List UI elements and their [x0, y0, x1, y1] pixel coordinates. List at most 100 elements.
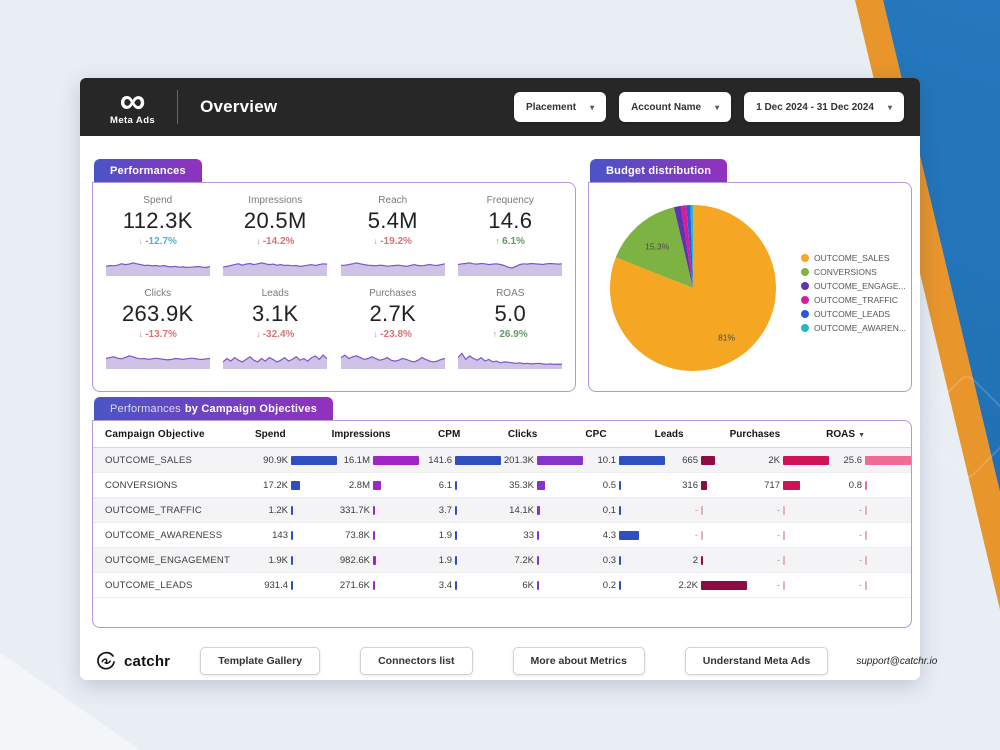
cell-value: 0.2 — [602, 579, 616, 591]
kpi-card-roas: ROAS 5.0 ↑ 26.9% — [454, 288, 568, 369]
kpi-card-spend: Spend 112.3K ↓ -12.7% — [101, 195, 215, 276]
cell-value: 0.8 — [848, 479, 862, 491]
kpi-sparkline — [340, 354, 445, 369]
kpi-card-leads: Leads 3.1K ↓ -32.4% — [219, 288, 333, 369]
cell-value: 1.9K — [268, 554, 288, 566]
column-header-clicks[interactable]: Clicks — [508, 429, 583, 440]
kpi-delta: ↓ -19.2% — [336, 236, 450, 247]
cell-bar — [701, 530, 703, 540]
kpi-value: 112.3K — [122, 208, 193, 233]
cell-bar-track — [455, 505, 501, 515]
cell-leads: 2 — [665, 555, 747, 566]
cell-bar-track — [291, 480, 337, 490]
table-header-row: Campaign Objective Spend Impressions CPM Cli… — [93, 421, 911, 448]
column-header-spend[interactable]: Spend — [255, 429, 332, 440]
budget-pie-chart: 81% 15.3% — [609, 204, 776, 371]
campaign-objectives-table: Campaign Objective Spend Impressions CPM Cli… — [92, 420, 912, 628]
table-tab-label-light: Performances — [110, 402, 181, 415]
legend-color-dot — [801, 296, 809, 304]
cell-value: 2.2K — [678, 579, 698, 591]
cell-bar-track — [619, 455, 665, 465]
cell-bar-track — [537, 555, 583, 565]
table-row-outcome-awareness: OUTCOME_AWARENESS 143 73.8K 1.9 33 4.3 - - - — [93, 523, 911, 548]
budget-panel-tab: Budget distribution — [590, 159, 728, 182]
cell-value: 7.2K — [514, 554, 534, 566]
cell-bar — [701, 480, 708, 490]
column-header-leads[interactable]: Leads — [655, 429, 730, 440]
cell-cpc: 0.2 — [583, 580, 665, 591]
cell-bar-track — [537, 530, 583, 540]
column-header-impressions[interactable]: Impressions — [332, 429, 437, 440]
dashboard-card: ∞ Meta Ads Overview Placement ▾ Account Na… — [80, 78, 937, 680]
catchr-logo-icon — [97, 651, 115, 670]
cell-roas: - — [829, 580, 911, 591]
cell-roas: - — [829, 555, 911, 566]
cell-leads: 316 — [665, 480, 747, 491]
arrow-down-icon: ↓ — [373, 329, 381, 339]
footer-button-connectors-list[interactable]: Connectors list — [360, 647, 473, 675]
cell-value: 717 — [764, 479, 780, 491]
kpi-delta: ↓ -12.7% — [101, 236, 215, 247]
kpi-value: 5.0 — [494, 301, 526, 326]
cell-bar-track — [701, 580, 747, 590]
filter-dropdown-placement[interactable]: Placement ▾ — [514, 92, 607, 122]
column-header-roas[interactable]: ROAS ▼ — [826, 429, 911, 440]
footer-button-template-gallery[interactable]: Template Gallery — [200, 647, 321, 675]
cell-bar-track — [865, 480, 911, 490]
cell-bar — [619, 555, 621, 565]
legend-color-dot — [801, 310, 809, 318]
filter-dropdown-account-name[interactable]: Account Name ▾ — [619, 92, 732, 122]
column-header-cpm[interactable]: CPM — [436, 429, 507, 440]
legend-color-dot — [801, 268, 809, 276]
legend-label: OUTCOME_ENGAGE... — [814, 281, 906, 291]
catchr-brand: catchr — [94, 649, 170, 673]
column-header-campaign-objective[interactable]: Campaign Objective — [105, 428, 205, 440]
cell-bar — [865, 580, 867, 590]
cell-purchases: - — [747, 530, 829, 541]
table-tab-label-bold: by Campaign Objectives — [184, 402, 318, 415]
cell-bar-track — [537, 505, 583, 515]
cell-leads: 665 — [665, 455, 747, 466]
cell-bar-track — [865, 555, 911, 565]
cell-value: 90.9K — [263, 454, 288, 466]
filter-dropdown-1-dec-2024-31-dec-2024[interactable]: 1 Dec 2024 - 31 Dec 2024 ▾ — [744, 92, 904, 122]
kpi-value: 263.9K — [121, 301, 194, 326]
footer-button-more-about-metrics[interactable]: More about Metrics — [512, 647, 645, 675]
cell-bar — [455, 505, 457, 515]
cell-value: - — [858, 579, 862, 591]
cell-bar-track — [291, 505, 337, 515]
legend-item-outcome-sales: OUTCOME_SALES — [801, 253, 906, 263]
cell-bar-track — [455, 530, 501, 540]
legend-color-dot — [801, 282, 809, 290]
arrow-up-icon: ↑ — [492, 329, 500, 339]
cell-clicks: 35.3K — [501, 480, 583, 491]
cell-purchases: - — [747, 505, 829, 516]
cell-bar — [865, 505, 867, 515]
column-header-label: CPC — [585, 428, 607, 440]
kpi-sparkline — [223, 354, 328, 369]
column-header-label: CPM — [438, 428, 461, 440]
cell-bar — [373, 580, 375, 590]
row-objective-label: OUTCOME_AWARENESS — [105, 529, 223, 541]
cell-value: 2K — [768, 454, 780, 466]
legend-item-outcome-leads: OUTCOME_LEADS — [801, 309, 906, 319]
cell-bar — [783, 555, 785, 565]
column-header-cpc[interactable]: CPC — [583, 429, 654, 440]
cell-value: 14.1K — [509, 504, 534, 516]
chevron-down-icon: ▾ — [887, 102, 892, 112]
kpi-value: 3.1K — [252, 301, 299, 326]
footer-bar: catchr Template Gallery Connectors list Mo… — [80, 642, 937, 680]
filter-label: 1 Dec 2024 - 31 Dec 2024 — [756, 101, 874, 113]
cell-value: 1.2K — [268, 504, 288, 516]
top-bar: ∞ Meta Ads Overview Placement ▾ Account Na… — [80, 78, 920, 136]
pie-slice-outcome-awaren — [690, 204, 693, 288]
page-title: Overview — [200, 97, 278, 116]
cell-clicks: 6K — [501, 580, 583, 591]
pie-slice-outcome-traffic — [681, 205, 693, 288]
footer-button-understand-meta-ads[interactable]: Understand Meta Ads — [684, 647, 829, 675]
cell-bar-track — [701, 555, 747, 565]
cell-value: 331.7K — [339, 504, 370, 516]
cell-bar — [537, 480, 546, 490]
column-header-purchases[interactable]: Purchases — [730, 429, 827, 440]
cell-bar — [783, 530, 785, 540]
